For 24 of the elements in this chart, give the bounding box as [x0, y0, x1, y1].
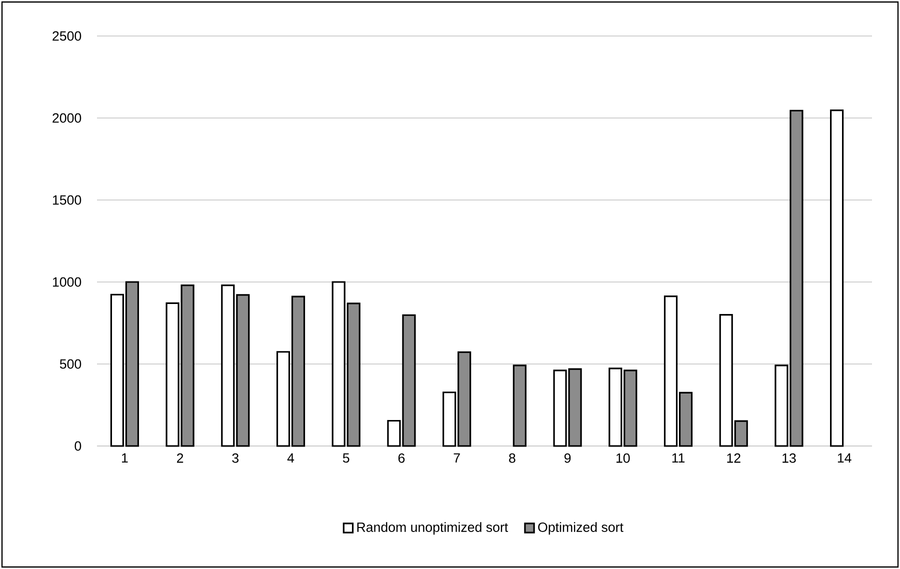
- x-tick-label: 1: [122, 453, 128, 463]
- bar: [830, 109, 844, 447]
- x-tick-label: 8: [509, 453, 516, 463]
- legend-label: Optimized sort: [538, 522, 624, 535]
- x-tick-label: 5: [342, 453, 350, 463]
- x-tick-label: 2: [177, 453, 184, 463]
- y-tick-label: 500: [60, 359, 82, 369]
- y-tick-label: 1500: [52, 195, 82, 205]
- legend-label: Random unoptimized sort: [357, 522, 508, 535]
- x-tick-label: 7: [454, 453, 460, 463]
- y-tick-label: 2000: [52, 113, 82, 123]
- x-tick-label: 3: [232, 453, 239, 463]
- y-tick-label: 1000: [52, 277, 82, 287]
- x-tick-label: 10: [616, 453, 630, 463]
- x-tick-label: 13: [782, 453, 796, 463]
- x-tick-label: 6: [398, 453, 405, 463]
- x-tick-label: 11: [672, 453, 685, 463]
- x-tick-label: 9: [564, 453, 571, 463]
- x-tick-label: 14: [838, 453, 852, 463]
- y-tick-label: 2500: [52, 31, 82, 41]
- x-tick-label: 12: [727, 453, 740, 463]
- x-tick-label: 4: [287, 453, 294, 463]
- y-tick-label: 0: [74, 441, 82, 451]
- bar: [512, 364, 526, 447]
